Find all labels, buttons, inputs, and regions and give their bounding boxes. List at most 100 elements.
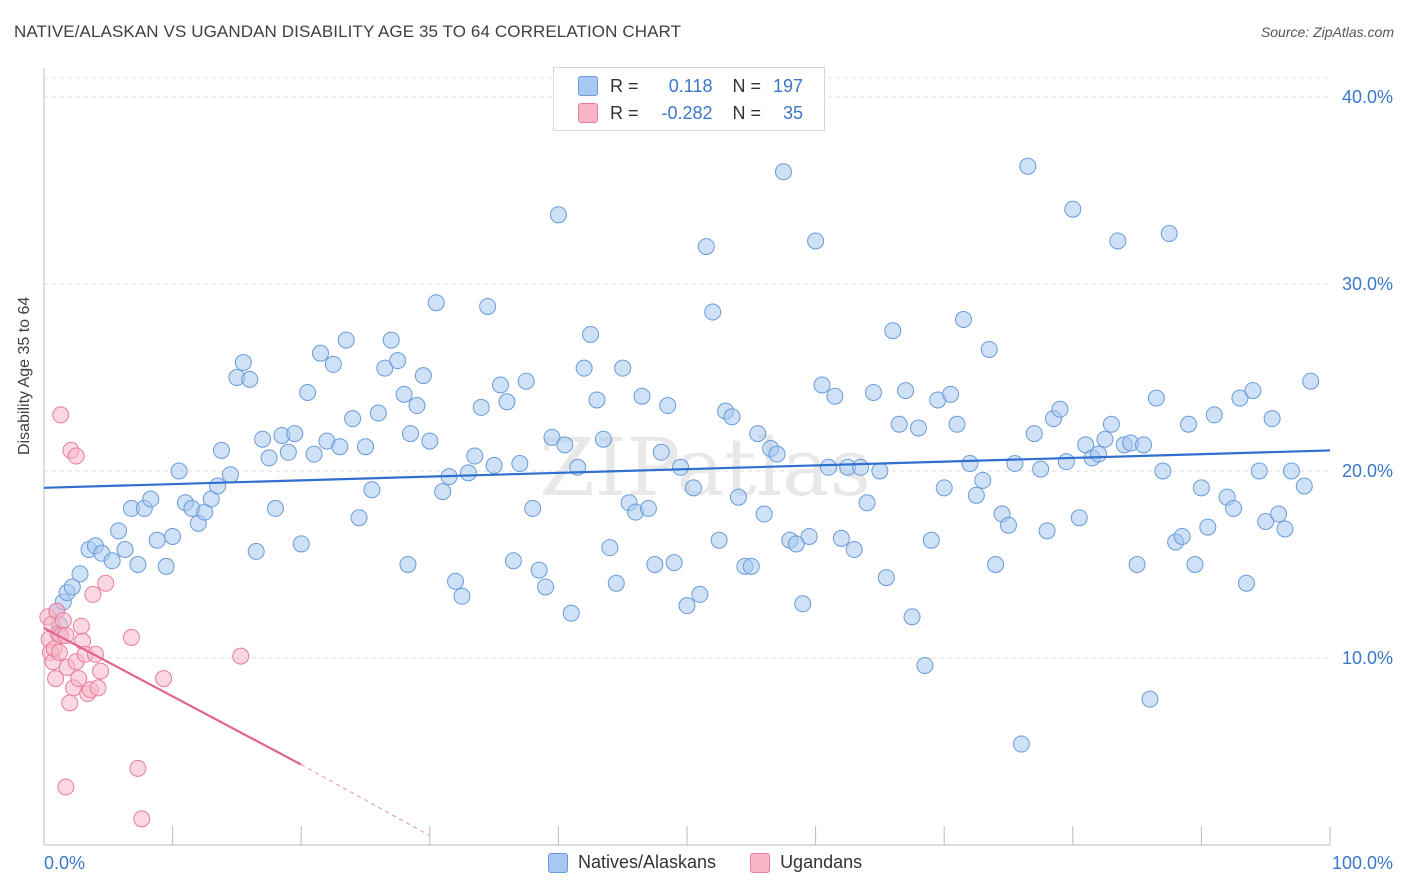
native-point <box>582 325 600 343</box>
native-point <box>286 425 304 443</box>
native-point <box>768 445 786 463</box>
legend-row-ugandans: R = -0.282 N = 35 <box>578 101 803 125</box>
native-point <box>1064 200 1082 218</box>
native-point <box>1237 574 1255 592</box>
native-point <box>408 397 426 415</box>
native-point <box>1173 527 1191 545</box>
ugandan-point <box>84 585 102 603</box>
native-point <box>116 541 134 559</box>
native-point <box>485 456 503 474</box>
ugandan-point <box>97 574 115 592</box>
native-point <box>221 466 239 484</box>
native-point <box>1205 406 1223 424</box>
native-point <box>794 595 812 613</box>
ugandan-point <box>92 662 110 680</box>
ugandan-point <box>67 447 85 465</box>
native-point <box>549 206 567 224</box>
native-point <box>247 542 265 560</box>
native-point <box>922 531 940 549</box>
native-point <box>1199 518 1217 536</box>
bottom-legend: Natives/Alaskans Ugandans <box>548 852 862 873</box>
native-point <box>1186 556 1204 573</box>
ugandan-point <box>52 406 70 424</box>
native-point <box>71 565 89 583</box>
native-point <box>537 578 555 596</box>
native-point <box>807 232 825 250</box>
native-point <box>704 303 722 321</box>
native-point <box>916 656 934 674</box>
native-point <box>884 322 902 340</box>
native-point <box>1276 520 1294 538</box>
native-point <box>646 556 664 573</box>
native-point <box>414 367 432 385</box>
native-point <box>103 552 121 570</box>
native-point <box>1192 479 1210 497</box>
native-point <box>1141 690 1159 708</box>
legend: R = 0.118 N = 197 R = -0.282 N = 35 <box>553 67 825 131</box>
native-point <box>710 531 728 549</box>
native-point <box>659 397 677 415</box>
native-point <box>903 608 921 626</box>
native-point <box>311 344 329 362</box>
native-point <box>672 458 690 476</box>
native-point <box>1282 462 1300 480</box>
native-point <box>1038 522 1056 540</box>
native-point <box>987 556 1005 573</box>
native-point <box>402 425 420 443</box>
x-tick-label: 100.0% <box>1332 853 1393 873</box>
bottom-legend-label-natives: Natives/Alaskans <box>578 852 717 872</box>
native-point <box>453 587 471 605</box>
native-point <box>1135 436 1153 454</box>
native-point <box>819 458 837 476</box>
ugandan-point <box>61 694 79 712</box>
native-point <box>427 294 445 312</box>
native-point <box>909 419 927 437</box>
ugandan-trend-line <box>43 627 302 766</box>
ugandan-point <box>155 670 173 688</box>
ugandan-point <box>89 679 107 697</box>
ugandan-point <box>129 759 147 777</box>
native-point <box>729 488 747 506</box>
legend-r-label: R = <box>610 75 639 96</box>
legend-r-value: -0.282 <box>661 102 713 123</box>
native-point <box>337 331 355 349</box>
y-tick-label: 10.0% <box>1342 648 1393 668</box>
native-point <box>607 574 625 592</box>
native-point <box>1250 462 1268 480</box>
ugandan-point <box>72 617 90 635</box>
native-point <box>209 477 227 495</box>
native-point <box>742 557 760 575</box>
native-point <box>858 494 876 512</box>
native-point <box>877 569 895 587</box>
native-point <box>1109 232 1127 250</box>
y-tick-labels: 10.0% 20.0% 30.0% 40.0% <box>1342 87 1393 668</box>
native-point <box>1025 425 1043 443</box>
native-point <box>614 359 632 377</box>
native-point <box>1147 389 1165 407</box>
native-point <box>826 387 844 405</box>
native-point <box>357 438 374 456</box>
native-point <box>543 428 561 446</box>
native-point <box>212 441 230 459</box>
native-point <box>1295 477 1313 495</box>
native-point <box>594 430 612 448</box>
native-point <box>845 541 863 559</box>
legend-row-natives: R = 0.118 N = 197 <box>578 74 803 98</box>
native-point <box>459 464 477 482</box>
native-point <box>639 499 657 517</box>
native-point <box>897 382 915 400</box>
native-point <box>787 535 805 553</box>
native-point <box>254 430 272 448</box>
native-point <box>935 479 953 497</box>
native-point <box>142 490 160 508</box>
native-point <box>1244 382 1262 400</box>
native-point <box>395 385 413 403</box>
native-point <box>652 443 670 461</box>
native-point <box>504 552 522 570</box>
ugandan-point <box>133 810 151 828</box>
native-point <box>697 238 715 256</box>
native-point <box>1154 462 1172 480</box>
native-point <box>774 163 792 181</box>
native-point <box>890 415 908 433</box>
